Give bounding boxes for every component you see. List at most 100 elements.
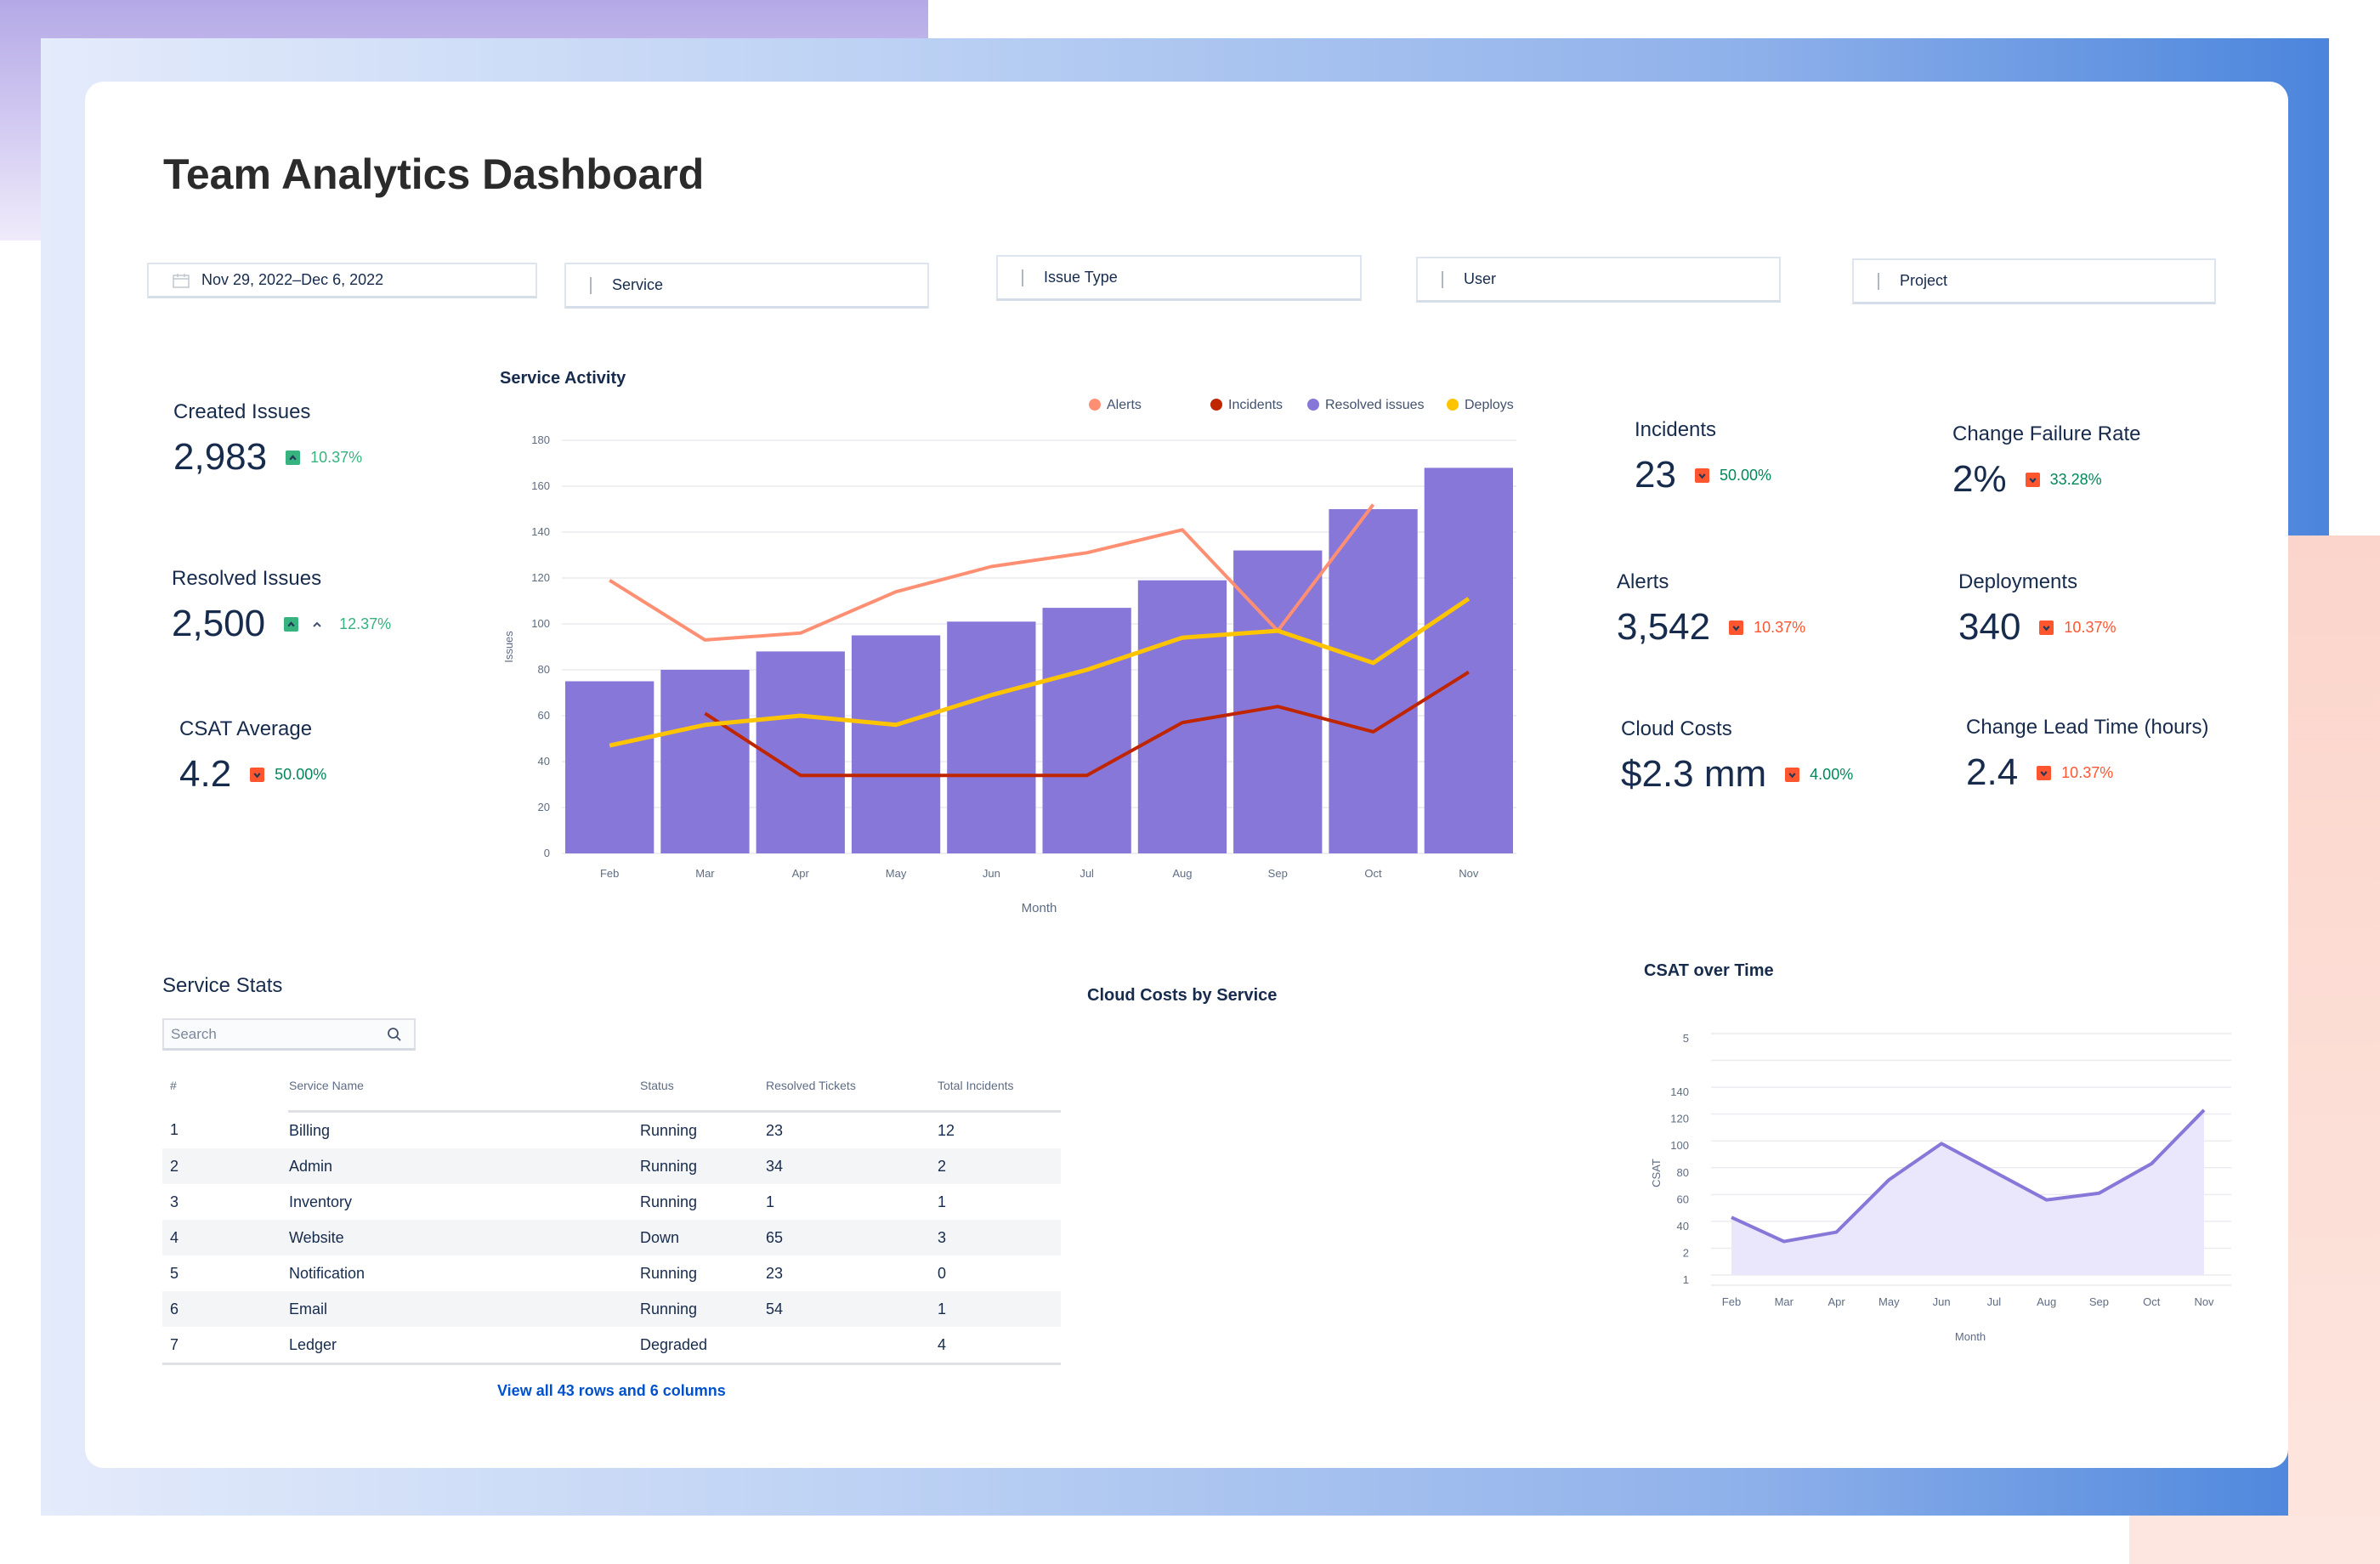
y-tick-label: 2 [1683, 1246, 1689, 1259]
cloud-costs-by-service-title: Cloud Costs by Service [1087, 986, 1278, 1005]
table-row[interactable]: 3 Inventory Running 1 1 [162, 1184, 1061, 1220]
text-cursor-icon [590, 276, 597, 294]
chevron-up-icon [287, 620, 295, 626]
legend-marker [1447, 399, 1459, 411]
csat-line [1731, 1108, 2206, 1244]
view-all-rows-link[interactable]: View all 43 rows and 6 columns [497, 1382, 726, 1399]
kpi-value-row: 4.2 50.00% [179, 753, 326, 796]
y-tick-label: 80 [1677, 1166, 1689, 1179]
trend-down-badge [2037, 765, 2052, 780]
kpi-change-failure-rate: Change Failure Rate 2% 33.28% [1952, 422, 2140, 501]
x-tick-label: Feb [1722, 1295, 1741, 1308]
service-name: Admin [288, 1148, 639, 1184]
x-tick-label: Jul [1987, 1295, 2002, 1308]
kpi-change: 4.00% [1810, 765, 1854, 783]
bar-resolved-issues [1424, 468, 1513, 853]
bar-resolved-issues [1329, 509, 1418, 853]
total-incidents: 2 [937, 1148, 1061, 1184]
page-title: Team Analytics Dashboard [163, 150, 705, 198]
service-filter[interactable]: Service [564, 263, 929, 309]
kpi-change: 10.37% [2064, 618, 2116, 636]
column-header[interactable]: Service Name [288, 1078, 639, 1113]
table-row[interactable]: 5 Notification Running 23 0 [162, 1255, 1061, 1291]
kpi-value-row: 2,983 10.37% [173, 436, 362, 479]
y-tick-label: 1 [1683, 1273, 1689, 1286]
kpi-cloud-costs: Cloud Costs $2.3 mm 4.00% [1621, 717, 1853, 796]
kpi-change-lead-time-hours: Change Lead Time (hours) 2.4 10.37% [1966, 716, 2209, 794]
kpi-value: 2.4 [1966, 751, 2019, 793]
y-axis-label: Issues [502, 631, 515, 663]
resolved-tickets: 65 [765, 1220, 937, 1255]
legend-marker [1210, 399, 1222, 411]
kpi-value: 4.2 [179, 753, 232, 795]
search-icon[interactable] [387, 1027, 402, 1042]
column-header[interactable]: # [170, 1079, 177, 1092]
x-tick-label: Sep [1268, 867, 1288, 880]
resolved-tickets: 23 [766, 1121, 784, 1139]
trend-up-badge [286, 450, 301, 465]
column-header[interactable]: Status [639, 1078, 765, 1113]
kpi-change: 10.37% [2061, 763, 2114, 781]
total-incidents: 1 [937, 1291, 1061, 1327]
kpi-deployments: Deployments 340 10.37% [1958, 570, 2116, 649]
trend-down-badge [1729, 620, 1744, 635]
y-tick-label: 140 [1670, 1085, 1689, 1098]
search-input[interactable]: Search [162, 1018, 416, 1051]
service-stats-title: Service Stats [162, 974, 283, 997]
project-filter[interactable]: Project [1852, 258, 2216, 304]
table-row[interactable]: 2 Admin Running 34 2 [162, 1148, 1061, 1184]
bar-resolved-issues [1042, 608, 1131, 853]
legend-label: Alerts [1107, 398, 1142, 412]
kpi-value: 23 [1635, 454, 1676, 496]
kpi-value: 2,500 [172, 603, 266, 644]
table-row[interactable]: 1 Billing Running 23 12 [162, 1112, 1061, 1149]
service-name: Ledger [288, 1327, 639, 1365]
x-tick-label: Nov [2194, 1295, 2214, 1308]
caret-up-icon [312, 620, 322, 628]
kpi-label: Alerts [1617, 570, 1669, 593]
kpi-value-row: 2% 33.28% [1952, 458, 2140, 501]
column-header[interactable]: Resolved Tickets [765, 1078, 937, 1113]
line-alerts [609, 503, 1375, 642]
issue-type-filter-placeholder: Issue Type [1044, 269, 1118, 286]
text-cursor-icon [1878, 272, 1884, 290]
y-tick-label: 40 [1677, 1220, 1689, 1232]
y-tick-label: 40 [538, 755, 550, 768]
x-tick-label: May [886, 867, 907, 880]
x-tick-label: Mar [1775, 1295, 1794, 1308]
table-row[interactable]: 4 Website Down 65 3 [162, 1220, 1061, 1255]
csat-area [1731, 1109, 2204, 1275]
row-number: 6 [162, 1291, 288, 1327]
x-tick-label: Sep [2089, 1295, 2109, 1308]
x-tick-label: Oct [2143, 1295, 2161, 1308]
kpi-value: 3,542 [1617, 606, 1711, 648]
trend-down-badge [250, 767, 265, 782]
service-name: Inventory [289, 1193, 353, 1210]
date-range-filter[interactable]: Nov 29, 2022–Dec 6, 2022 [147, 263, 537, 298]
row-number: 7 [162, 1327, 288, 1365]
kpi-value-row: 340 10.37% [1958, 606, 2116, 649]
y-axis-label: CSAT [1650, 1159, 1663, 1187]
bar-resolved-issues [947, 621, 1036, 853]
issue-type-filter[interactable]: Issue Type [996, 255, 1362, 301]
chevron-up-icon [289, 454, 297, 460]
legend-label: Resolved issues [1325, 398, 1425, 412]
table-row[interactable]: 7 Ledger Degraded 4 [162, 1327, 1061, 1365]
bar-resolved-issues [660, 670, 750, 853]
column-header[interactable]: Total Incidents [937, 1078, 1061, 1113]
table-row[interactable]: 6 Email Running 54 1 [162, 1291, 1061, 1327]
row-number: 5 [170, 1264, 179, 1282]
bar-resolved-issues [851, 635, 941, 853]
y-tick-label: 60 [538, 709, 550, 722]
row-number: 2 [162, 1148, 288, 1184]
kpi-label: Created Issues [173, 400, 311, 423]
kpi-value-row: 23 50.00% [1635, 454, 1771, 496]
total-incidents: 1 [938, 1193, 947, 1210]
x-tick-label: Oct [1364, 867, 1382, 880]
chevron-down-icon [253, 772, 261, 778]
y-tick-label: 0 [544, 847, 550, 859]
kpi-label: CSAT Average [179, 717, 313, 740]
user-filter[interactable]: User [1416, 257, 1781, 303]
service-name: Website [288, 1220, 639, 1255]
x-tick-label: Feb [600, 867, 619, 880]
